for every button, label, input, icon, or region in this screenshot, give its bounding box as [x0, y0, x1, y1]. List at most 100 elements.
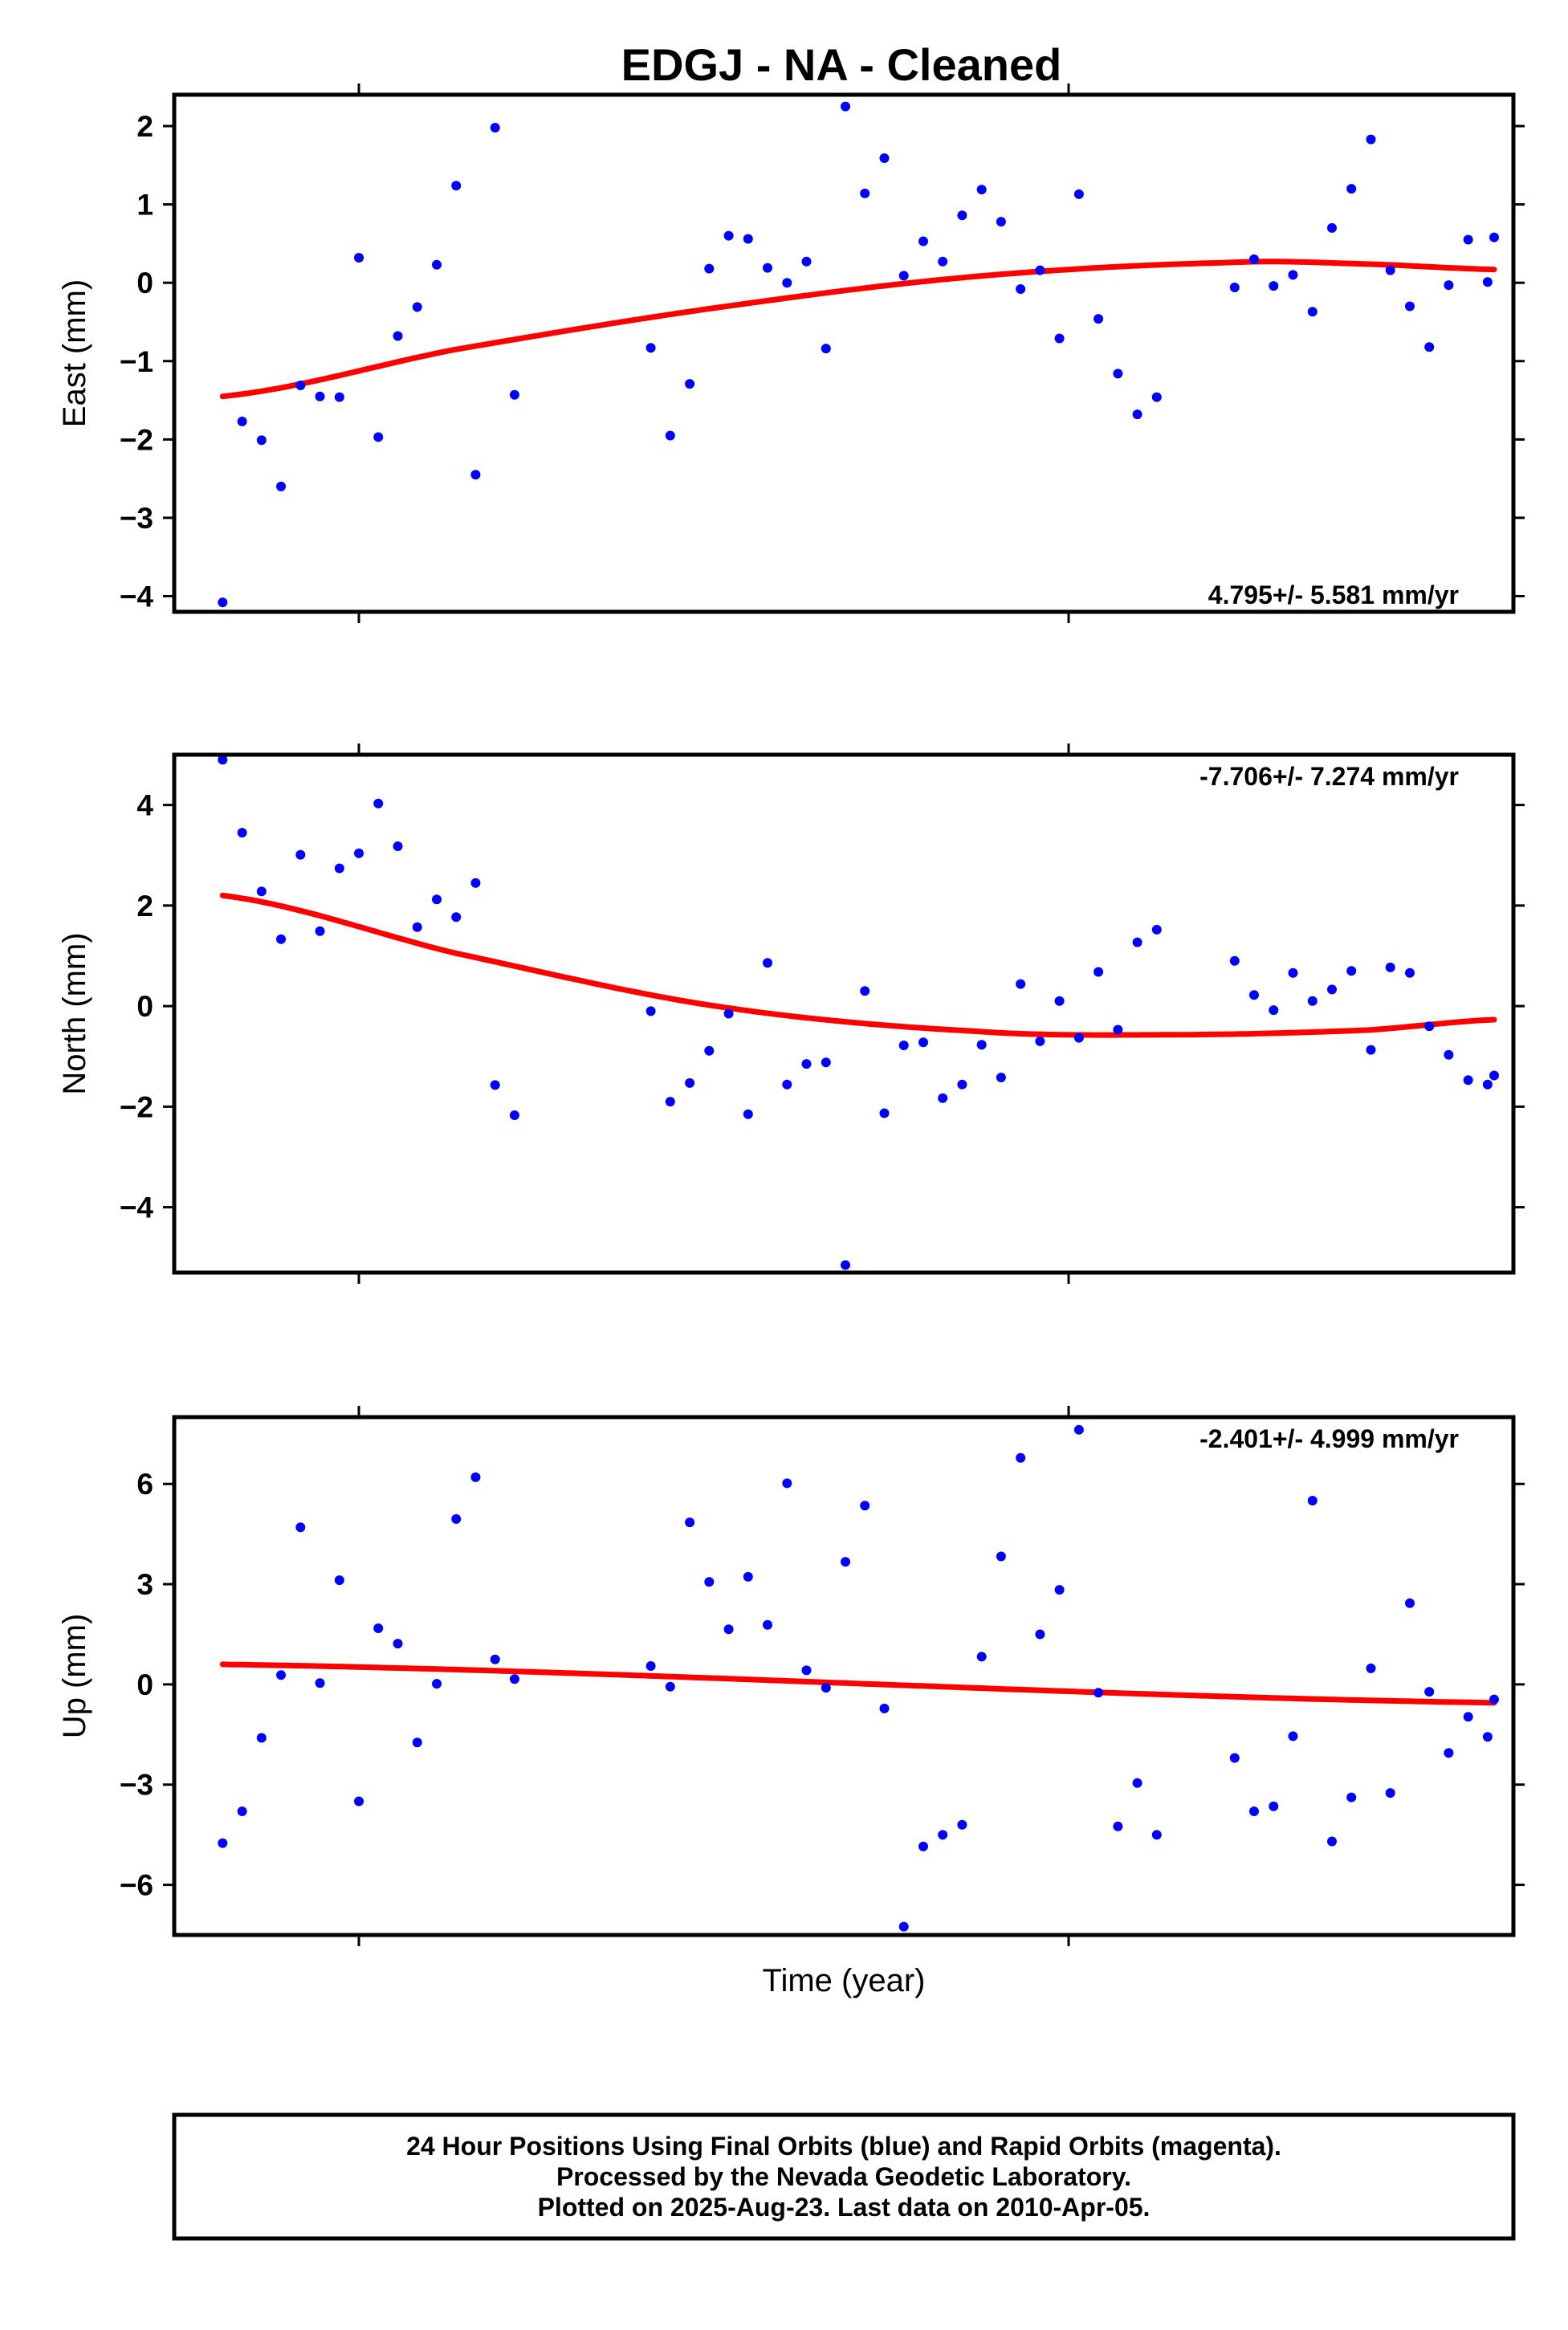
- footer-box: [172, 2112, 1516, 2241]
- data-point: [1463, 1075, 1473, 1086]
- data-point: [295, 381, 306, 390]
- data-point: [490, 1080, 500, 1090]
- data-point: [315, 926, 325, 936]
- data-point: [451, 1513, 462, 1524]
- rate-label: -7.706+/- 7.274 mm/yr: [1199, 762, 1459, 791]
- data-point: [1366, 134, 1376, 145]
- data-point: [763, 958, 772, 968]
- x-axis-label: Time (year): [763, 1963, 926, 1998]
- data-point: [470, 878, 481, 888]
- data-point: [918, 236, 928, 246]
- data-point: [509, 1110, 519, 1120]
- data-point: [1035, 1036, 1045, 1046]
- data-point: [879, 1108, 890, 1118]
- data-point: [665, 1097, 675, 1107]
- data-point: [1405, 1598, 1415, 1608]
- data-point: [354, 1796, 364, 1807]
- data-point: [1151, 924, 1162, 935]
- data-point: [315, 391, 325, 401]
- data-point: [276, 481, 286, 491]
- data-point: [218, 1838, 228, 1848]
- data-point: [1482, 277, 1493, 287]
- data-point: [1405, 301, 1415, 312]
- data-point: [334, 392, 344, 402]
- data-point: [1482, 1732, 1493, 1742]
- data-point: [723, 230, 734, 241]
- data-point: [1035, 1629, 1045, 1640]
- data-point: [976, 185, 987, 195]
- data-point: [801, 1059, 812, 1069]
- footer-line-1: 24 Hour Positions Using Final Orbits (bl…: [406, 2132, 1281, 2161]
- data-point: [646, 1006, 656, 1016]
- data-point: [1113, 369, 1123, 379]
- y-axis-label: Up (mm): [57, 1614, 92, 1739]
- y-tick-label: −4: [120, 580, 154, 613]
- data-point: [470, 1472, 481, 1482]
- data-point: [218, 755, 228, 765]
- data-point: [1489, 1694, 1499, 1705]
- data-point: [704, 1577, 715, 1587]
- y-tick-label: 6: [136, 1468, 153, 1501]
- data-point: [1073, 1033, 1084, 1043]
- data-point: [432, 894, 442, 905]
- data-point: [218, 597, 228, 608]
- data-point: [704, 1045, 715, 1056]
- data-point: [1424, 1021, 1435, 1032]
- data-point: [1151, 392, 1162, 402]
- data-point: [1288, 270, 1298, 280]
- data-point: [1249, 1807, 1259, 1816]
- data-point: [1054, 1585, 1065, 1595]
- rate-label: -2.401+/- 4.999 mm/yr: [1199, 1424, 1459, 1453]
- data-point: [1054, 996, 1065, 1006]
- north-panel: 4 2 0 −2 −4 North (mm) -7.706+/- 7.274 mm/yr: [57, 743, 1525, 1284]
- data-point: [1346, 1792, 1357, 1802]
- data-point: [782, 278, 792, 288]
- data-point: [723, 1008, 734, 1019]
- y-tick-label: 0: [136, 990, 153, 1023]
- plot-frame: [172, 92, 1516, 614]
- data-point: [841, 101, 850, 112]
- data-point: [1269, 1005, 1279, 1016]
- data-point: [393, 841, 403, 851]
- data-point: [743, 234, 753, 244]
- data-point: [1385, 265, 1395, 275]
- data-point: [256, 886, 267, 897]
- data-point: [976, 1652, 987, 1662]
- y-tick-label: −3: [120, 1769, 153, 1802]
- data-point: [1016, 284, 1026, 294]
- up-panel: 6 3 0 −3 −6 Up (mm) -2.401+/- 4.999 mm/yr: [57, 1406, 1525, 1946]
- y-tick-label: 2: [136, 890, 153, 923]
- data-point: [1327, 984, 1337, 995]
- data-point: [412, 922, 422, 932]
- data-point: [996, 1073, 1006, 1082]
- data-point: [237, 1807, 247, 1816]
- data-point: [432, 1679, 442, 1689]
- data-point: [646, 343, 656, 353]
- data-point: [918, 1037, 928, 1048]
- data-point: [295, 1522, 306, 1533]
- data-point: [1366, 1045, 1376, 1055]
- data-point: [1424, 342, 1435, 352]
- data-point: [1269, 281, 1279, 291]
- data-point: [841, 1260, 850, 1270]
- data-point: [1249, 990, 1259, 1000]
- data-point: [276, 1670, 286, 1680]
- fit-line: [219, 892, 1497, 1038]
- data-point: [1016, 1452, 1026, 1463]
- data-point: [1385, 962, 1395, 972]
- data-point: [976, 1040, 987, 1050]
- data-point: [704, 263, 715, 274]
- data-point: [1288, 1731, 1298, 1741]
- data-point: [490, 1654, 500, 1664]
- data-point: [821, 344, 831, 354]
- data-point: [938, 1093, 948, 1103]
- y-tick-label: 0: [136, 1668, 153, 1701]
- data-point: [665, 430, 675, 441]
- data-point: [1073, 189, 1084, 199]
- y-tick-label: 3: [136, 1568, 153, 1601]
- data-point: [490, 123, 500, 132]
- data-point: [432, 259, 442, 270]
- data-point: [256, 435, 267, 446]
- data-point: [646, 1661, 656, 1671]
- data-point: [1094, 314, 1104, 324]
